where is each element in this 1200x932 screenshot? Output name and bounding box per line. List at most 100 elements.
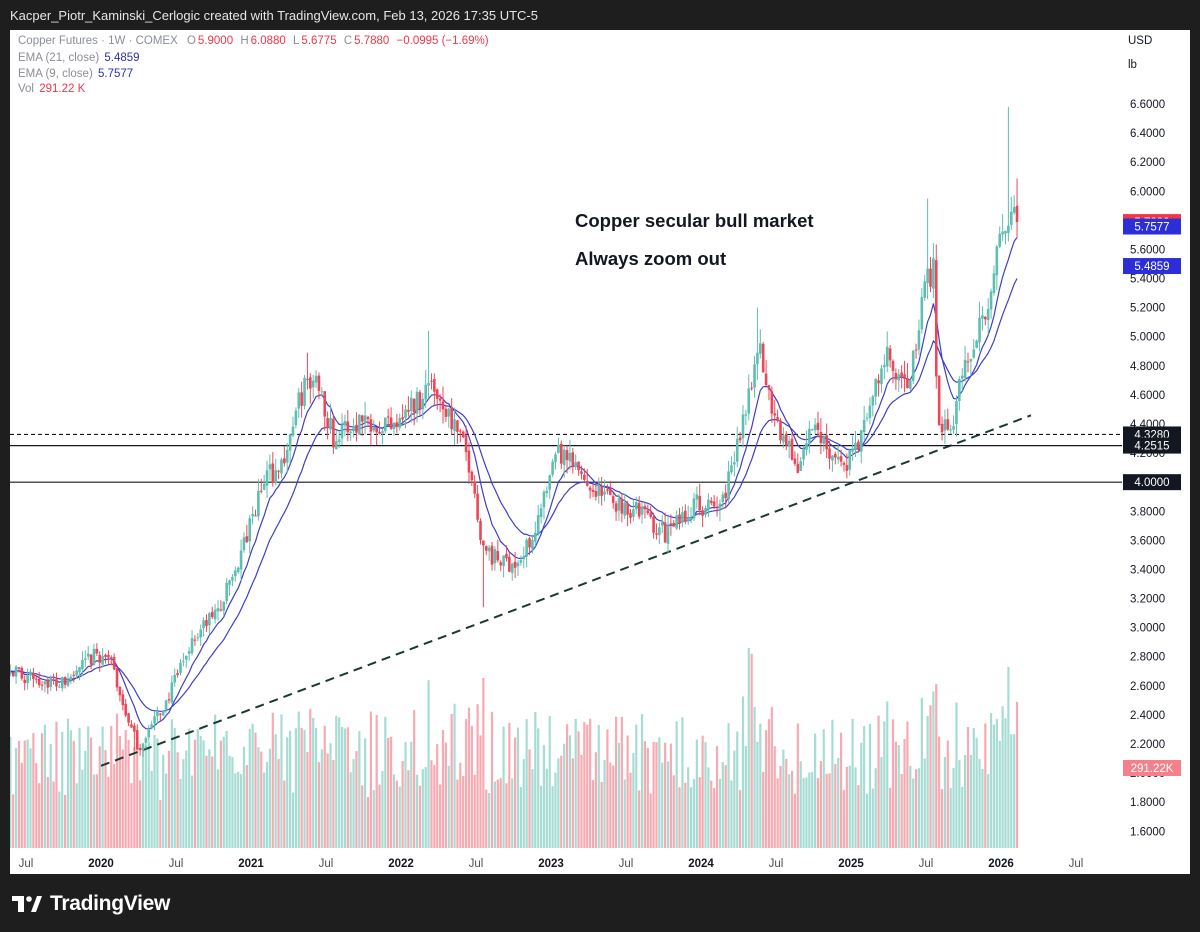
volume-bar [216,769,220,848]
volume-bar [205,755,208,848]
candle-body [943,419,947,431]
volume-bar [669,743,672,848]
volume-bar [796,723,799,848]
volume-bar [254,732,257,848]
y-tick-label: 3.4000 [1130,564,1165,576]
candle-body [52,676,55,678]
volume-bar [946,740,949,848]
volume-bar [182,759,185,848]
candle-body [467,450,471,473]
candle-body [522,556,526,560]
volume-bars [10,648,1019,848]
volume-bar [961,786,964,848]
candle-body [923,281,927,298]
volume-bar [141,745,145,848]
volume-bar [242,746,246,848]
candle-body [1001,231,1004,235]
candle-body [14,666,18,677]
candle-body [709,500,713,503]
volume-bar [150,770,153,848]
volume-bar [208,749,211,848]
candle-body [352,426,355,432]
candle-body [320,391,324,393]
candle-body [484,545,488,551]
volume-bar [906,721,909,848]
y-tick-label: 4.6000 [1130,390,1165,402]
volume-bar [404,741,407,848]
candle-body [259,490,263,492]
volume-bar [759,723,762,848]
volume-bar [865,793,869,848]
candle-body [848,449,852,470]
volume-bar [185,750,188,848]
volume-bar [764,730,768,848]
candle-body [880,368,883,385]
x-tick-label: Jul [169,858,184,870]
volume-bar [237,771,240,848]
candle-body [133,725,136,732]
candle-body [963,359,967,378]
volume-bar [84,750,87,848]
candle-body [519,560,523,563]
volume-bar [560,755,563,848]
chart-panel[interactable]: 6.60006.40006.20006.00005.80005.60005.40… [10,30,1190,874]
candle-body [464,435,468,453]
volume-bar [793,793,797,848]
volume-bar [614,716,618,848]
volume-bar [727,723,730,848]
candle-body [398,418,402,428]
candle-body [334,441,338,450]
volume-bar [874,768,877,848]
volume-bar [649,793,652,848]
volume-bar [534,712,537,848]
candle-body [634,502,638,510]
candle-body [86,653,90,657]
volume-bar [413,710,416,848]
candle-body [332,418,335,448]
tradingview-logo[interactable]: TradingView [12,892,170,916]
volume-bar [713,788,716,848]
volume-bar [989,713,993,848]
volume-bar [698,777,701,848]
volume-bar [646,748,649,848]
volume-bar [871,788,874,848]
candle-body [381,431,384,434]
volume-bar [190,775,194,848]
candle-body [225,582,228,601]
volume-bar [436,744,439,848]
candle-body [418,392,422,410]
candle-body [343,421,347,426]
volume-bar [61,731,64,848]
volume-bar [617,742,621,848]
candle-body [392,422,396,430]
volume-bar [739,789,742,848]
candle-body [992,273,996,293]
volume-bar [490,711,494,848]
volume-bar [81,769,84,848]
candle-body [565,450,569,461]
candle-body [741,414,745,439]
volume-bar [291,792,295,848]
volume-bar [430,760,433,848]
candle-body [49,677,52,688]
volume-bar [635,724,638,848]
candle-body [386,416,390,418]
candle-body [998,233,1002,247]
volume-bar [762,771,765,848]
price-chart[interactable]: 6.60006.40006.20006.00005.80005.60005.40… [10,30,1190,874]
candle-body [424,384,427,400]
candle-body [557,444,560,453]
currency-button[interactable]: USD [1128,35,1153,47]
volume-bar [274,734,277,848]
candle-body [124,703,127,716]
candle-body [66,679,70,686]
volume-bar [955,702,958,848]
candle-body [585,481,589,486]
candle-body [718,503,722,509]
unit-button[interactable]: lb [1128,59,1137,71]
candle-body [793,458,797,464]
volume-bar [479,735,482,848]
candle-body [666,525,670,544]
volume-bar [753,706,756,848]
volume-bar [225,730,228,848]
